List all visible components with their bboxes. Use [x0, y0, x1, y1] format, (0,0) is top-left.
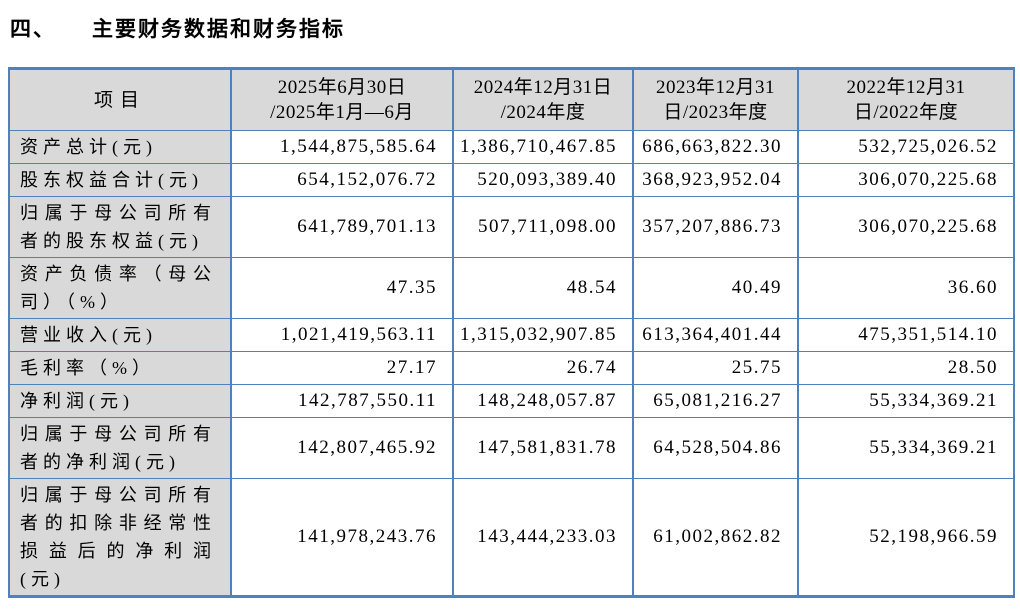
- table-row: 营业收入(元) 1,021,419,563.11 1,315,032,907.8…: [8, 318, 1015, 352]
- value-cell: 368,923,952.04: [632, 163, 799, 197]
- value-cell: 1,544,875,585.64: [230, 130, 454, 164]
- value-cell: 142,787,550.11: [230, 384, 454, 418]
- table-row: 资产总计(元) 1,544,875,585.64 1,386,710,467.8…: [8, 130, 1015, 164]
- header-cell-item: 项目: [8, 68, 232, 131]
- header-line: 2022年12月31: [846, 77, 966, 98]
- value-cell: 142,807,465.92: [230, 417, 454, 479]
- value-cell: 475,351,514.10: [797, 318, 1015, 352]
- value-cell: 55,334,369.21: [797, 417, 1015, 479]
- header-cell-2025: 2025年6月30日 /2025年1月—6月: [230, 68, 454, 131]
- financial-data-table: 项目 2025年6月30日 /2025年1月—6月 2024年12月31日 /2…: [8, 67, 1015, 598]
- value-cell: 306,070,225.68: [797, 196, 1015, 258]
- value-cell: 55,334,369.21: [797, 384, 1015, 418]
- table-header: 项目 2025年6月30日 /2025年1月—6月 2024年12月31日 /2…: [8, 68, 1015, 131]
- value-cell: 641,789,701.13: [230, 196, 454, 258]
- table-row: 归属于母公司所有者的扣除非经常性损益后的净利润(元) 141,978,243.7…: [8, 478, 1015, 597]
- value-cell: 28.50: [797, 351, 1015, 385]
- value-cell: 36.60: [797, 257, 1015, 319]
- row-label-cell: 资产负债率（母公司）（%）: [8, 257, 232, 319]
- header-line: 项目: [93, 89, 146, 111]
- header-line: 2024年12月31日: [473, 77, 613, 98]
- table-row: 净利润(元) 142,787,550.11 148,248,057.87 65,…: [8, 384, 1015, 418]
- value-cell: 507,711,098.00: [452, 196, 634, 258]
- value-cell: 48.54: [452, 257, 634, 319]
- value-cell: 27.17: [230, 351, 454, 385]
- row-label-cell: 毛利率（%）: [8, 351, 232, 385]
- value-cell: 686,663,822.30: [632, 130, 799, 164]
- table-row: 股东权益合计(元) 654,152,076.72 520,093,389.40 …: [8, 163, 1015, 197]
- value-cell: 520,093,389.40: [452, 163, 634, 197]
- table-row: 毛利率（%） 27.17 26.74 25.75 28.50: [8, 351, 1015, 385]
- header-line: 2025年6月30日: [277, 77, 407, 98]
- header-line: 2023年12月31: [655, 77, 775, 98]
- table-row: 归属于母公司所有者的股东权益(元) 641,789,701.13 507,711…: [8, 196, 1015, 258]
- header-cell-2022: 2022年12月31 日/2022年度: [797, 68, 1015, 131]
- row-label-cell: 股东权益合计(元): [8, 163, 232, 197]
- value-cell: 143,444,233.03: [452, 478, 634, 597]
- section-number: 四、: [10, 17, 56, 41]
- value-cell: 25.75: [632, 351, 799, 385]
- value-cell: 47.35: [230, 257, 454, 319]
- header-cell-2024: 2024年12月31日 /2024年度: [452, 68, 634, 131]
- value-cell: 357,207,886.73: [632, 196, 799, 258]
- value-cell: 61,002,862.82: [632, 478, 799, 597]
- header-line: /2024年度: [500, 102, 586, 123]
- header-line: 日/2023年度: [663, 102, 768, 123]
- header-row: 项目 2025年6月30日 /2025年1月—6月 2024年12月31日 /2…: [8, 68, 1015, 131]
- row-label-cell: 归属于母公司所有者的扣除非经常性损益后的净利润(元): [8, 478, 232, 597]
- value-cell: 40.49: [632, 257, 799, 319]
- row-label-cell: 归属于母公司所有者的净利润(元): [8, 417, 232, 479]
- value-cell: 613,364,401.44: [632, 318, 799, 352]
- row-label-cell: 净利润(元): [8, 384, 232, 418]
- table-body: 资产总计(元) 1,544,875,585.64 1,386,710,467.8…: [8, 130, 1015, 597]
- value-cell: 26.74: [452, 351, 634, 385]
- value-cell: 1,315,032,907.85: [452, 318, 634, 352]
- value-cell: 1,021,419,563.11: [230, 318, 454, 352]
- value-cell: 147,581,831.78: [452, 417, 634, 479]
- row-label-cell: 资产总计(元): [8, 130, 232, 164]
- value-cell: 65,081,216.27: [632, 384, 799, 418]
- section-title: 四、 主要财务数据和财务指标: [10, 13, 1020, 43]
- value-cell: 64,528,504.86: [632, 417, 799, 479]
- value-cell: 532,725,026.52: [797, 130, 1015, 164]
- value-cell: 306,070,225.68: [797, 163, 1015, 197]
- row-label-cell: 营业收入(元): [8, 318, 232, 352]
- table-row: 归属于母公司所有者的净利润(元) 142,807,465.92 147,581,…: [8, 417, 1015, 479]
- header-line: /2025年1月—6月: [270, 102, 414, 123]
- header-cell-2023: 2023年12月31 日/2023年度: [632, 68, 799, 131]
- header-line: 日/2022年度: [853, 102, 959, 123]
- value-cell: 654,152,076.72: [230, 163, 454, 197]
- section-title-text: 主要财务数据和财务指标: [92, 17, 345, 41]
- value-cell: 148,248,057.87: [452, 384, 634, 418]
- value-cell: 141,978,243.76: [230, 478, 454, 597]
- value-cell: 52,198,966.59: [797, 478, 1015, 597]
- table-row: 资产负债率（母公司）（%） 47.35 48.54 40.49 36.60: [8, 257, 1015, 319]
- row-label-cell: 归属于母公司所有者的股东权益(元): [8, 196, 232, 258]
- value-cell: 1,386,710,467.85: [452, 130, 634, 164]
